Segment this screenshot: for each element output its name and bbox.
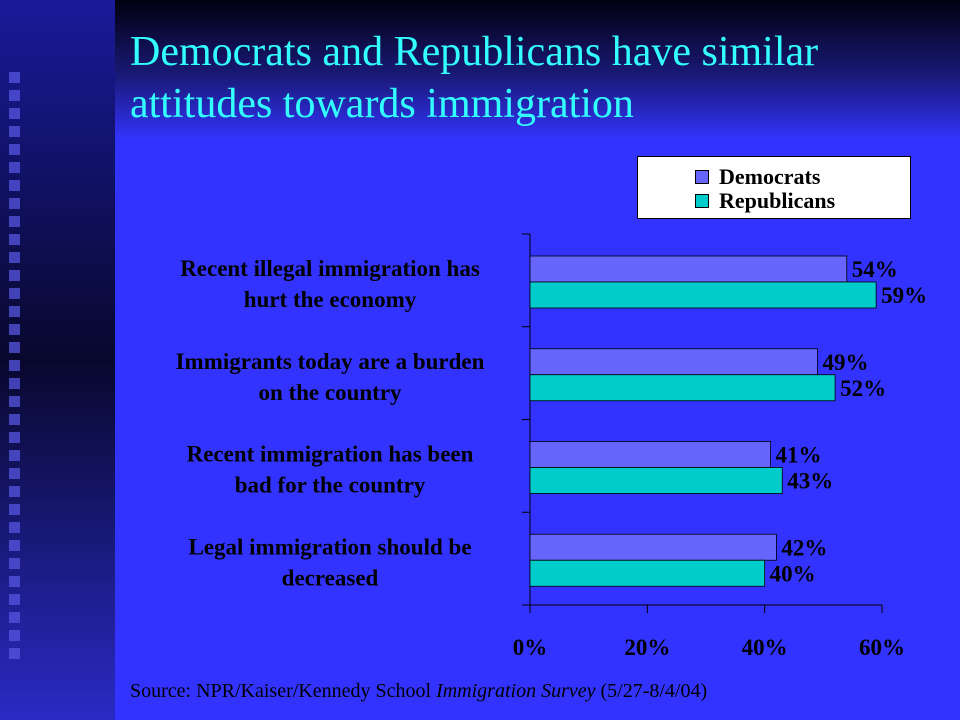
category-label: Recent immigration has been [187,442,474,467]
sidebar-square [9,612,20,623]
data-label-democrats: 42% [781,535,827,560]
category-label: Immigrants today are a burden [176,349,485,374]
sidebar-square [9,270,20,281]
sidebar-square [9,342,20,353]
data-label-democrats: 49% [822,350,868,375]
bar-democrats-1 [529,255,848,283]
sidebar-square [9,522,20,533]
sidebar-square [9,252,20,263]
source-prefix: Source: NPR/Kaiser/Kennedy School [130,680,437,702]
bar-republicans-3 [529,467,783,494]
sidebar-square [9,162,20,173]
data-label-republicans: 43% [787,469,833,494]
sidebar-square [9,180,20,191]
data-label-republicans: 40% [770,561,816,586]
sidebar-square [9,216,20,227]
sidebar-square [9,432,20,443]
x-tick-label: 0% [513,635,548,660]
sidebar-square [9,198,20,209]
data-label-republicans: 59% [881,283,927,308]
legend-label-democrats: Democrats [719,164,821,189]
sidebar-square [9,396,20,407]
sidebar-square [9,468,20,479]
category-label: bad for the country [235,473,426,498]
data-label-republicans: 52% [840,376,886,401]
category-label: Legal immigration should be [188,534,471,559]
bar-republicans-4 [529,559,766,587]
legend-item-republicans: Republicans [695,188,836,213]
sidebar-square [9,234,20,245]
sidebar-square [9,576,20,587]
sidebar-square [9,324,20,335]
legend-swatch-republicans [695,194,709,208]
sidebar-square [9,126,20,137]
category-label: on the country [258,380,402,405]
legend-swatch-democrats [695,170,709,184]
sidebar-square [9,594,20,605]
data-label-democrats: 41% [776,443,822,468]
data-label-democrats: 54% [852,257,898,282]
sidebar-square [9,648,20,659]
sidebar-square [9,90,20,101]
x-tick-label: 40% [742,635,788,660]
sidebar-square [9,108,20,119]
title-band [115,0,960,140]
sidebar-square [9,414,20,425]
sidebar-square [9,378,20,389]
sidebar-square [9,630,20,641]
sidebar-square [9,486,20,497]
sidebar-square [9,450,20,461]
source-note: Source: NPR/Kaiser/Kennedy School Immigr… [130,680,707,703]
bar-democrats-2 [529,348,818,376]
x-tick-label: 20% [624,635,670,660]
category-label: hurt the economy [244,287,417,312]
sidebar-square [9,144,20,155]
sidebar-square [9,72,20,83]
sidebar-square [9,360,20,371]
category-label: Recent illegal immigration has [180,256,480,281]
sidebar-square [9,288,20,299]
slide-title: Democrats and Republicans have similar a… [130,29,819,127]
sidebar-decoration [0,0,115,720]
sidebar-square [9,504,20,515]
bar-democrats-4 [529,533,777,561]
source-suffix: (5/27-8/4/04) [595,680,708,702]
source-survey-name: Immigration Survey [436,680,596,702]
x-tick-label: 60% [859,635,905,660]
bar-democrats-3 [529,441,771,468]
sidebar-square [9,540,20,551]
bar-republicans-1 [529,281,877,309]
sidebar-square [9,306,20,317]
bar-republicans-2 [529,374,836,402]
legend-item-democrats: Democrats [695,164,821,189]
legend-label-republicans: Republicans [719,188,836,213]
category-label: decreased [282,565,379,590]
chart-legend: Democrats Republicans [637,156,911,219]
sidebar-square [9,558,20,569]
